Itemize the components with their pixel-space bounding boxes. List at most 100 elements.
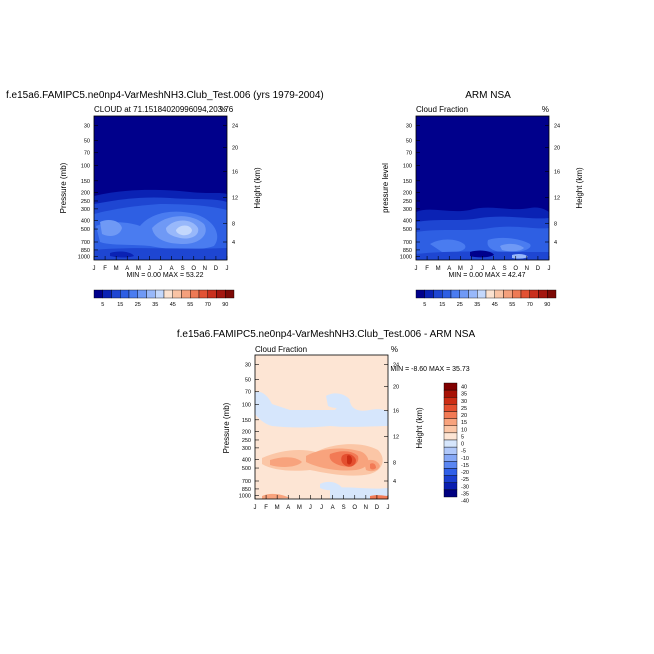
colorbar-swatch <box>443 439 458 448</box>
y-tick-label: 850 <box>403 248 412 254</box>
colorbar-swatch <box>415 289 425 299</box>
y-tick-label: 200 <box>242 429 251 435</box>
colorbar-label: 25 <box>135 302 141 308</box>
x-tick-label: M <box>275 505 280 511</box>
y-tick-label-right: 12 <box>554 195 560 201</box>
colorbar-swatch <box>190 289 200 299</box>
colorbar-swatch <box>443 382 458 391</box>
colorbar-label: -20 <box>461 470 469 476</box>
y-tick-label-right: 16 <box>232 169 238 175</box>
x-tick-label: F <box>103 266 107 272</box>
y-tick-label-right: 12 <box>393 434 399 440</box>
y-tick-label: 700 <box>403 240 412 246</box>
y-tick-label: 500 <box>242 466 251 472</box>
colorbar-label: -40 <box>461 499 469 505</box>
x-tick-label: D <box>375 505 380 511</box>
y-tick-label-right: 16 <box>393 408 399 414</box>
panel-model-units: % <box>220 105 227 114</box>
axes-and-colorbars: J F M A M J J A S O N D J305070100150200250300400500… <box>78 123 560 511</box>
colorbar-label: 25 <box>457 302 463 308</box>
x-tick-label: A <box>170 266 174 272</box>
x-tick-label: M <box>436 266 441 272</box>
y-tick-label: 50 <box>406 138 412 144</box>
colorbar-swatch <box>443 389 458 398</box>
x-tick-label: F <box>264 505 268 511</box>
colorbar-swatch <box>459 289 469 299</box>
colorbar-label: -30 <box>461 484 469 490</box>
y-tick-label: 1000 <box>239 493 251 499</box>
x-tick-label: O <box>513 266 518 272</box>
y-tick-label: 500 <box>403 227 412 233</box>
colorbar-swatch <box>207 289 217 299</box>
colorbar-swatch <box>198 289 208 299</box>
y-tick-label-right: 24 <box>232 123 238 129</box>
colorbar-swatch <box>443 461 458 469</box>
x-tick-label: J <box>254 505 257 511</box>
colorbar-swatch <box>443 482 458 491</box>
colorbar-swatch <box>520 289 530 299</box>
colorbar-swatch <box>547 289 557 299</box>
colorbar-swatch <box>102 289 112 299</box>
colorbar-label: 35 <box>152 302 158 308</box>
y-tick-label: 400 <box>403 218 412 224</box>
x-tick-label: A <box>447 266 451 272</box>
x-tick-label: N <box>203 266 207 272</box>
x-tick-label: M <box>458 266 463 272</box>
x-tick-label: A <box>492 266 496 272</box>
y-tick-label: 500 <box>81 227 90 233</box>
x-tick-label: J <box>226 266 229 272</box>
colorbar-swatch <box>538 289 548 299</box>
colorbar-label: 15 <box>117 302 123 308</box>
y-tick-label: 100 <box>81 164 90 170</box>
colorbar-swatch <box>512 289 522 299</box>
colorbar-swatch <box>443 432 458 441</box>
colorbar-swatch <box>146 289 156 299</box>
x-tick-label: J <box>470 266 473 272</box>
panel-obs-subtitle: Cloud Fraction <box>416 105 468 114</box>
x-tick-label: O <box>191 266 196 272</box>
panel-model: f.e15a6.FAMIPC5.ne0np4-VarMeshNH3.Club_T… <box>6 90 324 279</box>
panel-model-ylabel-right: Height (km) <box>253 167 262 209</box>
panel-obs-units: % <box>542 105 549 114</box>
panel-obs-field <box>416 116 549 260</box>
panel-obs-ylabel-right: Height (km) <box>575 167 584 209</box>
colorbar-swatch <box>443 397 458 405</box>
colorbar-label: 70 <box>205 302 211 308</box>
panel-model-title: f.e15a6.FAMIPC5.ne0np4-VarMeshNH3.Club_T… <box>6 90 324 101</box>
panel-diff-ylabel: Pressure (mb) <box>222 402 231 453</box>
colorbar-label: 20 <box>461 413 467 419</box>
x-tick-label: J <box>387 505 390 511</box>
y-tick-label-right: 4 <box>554 240 557 246</box>
y-tick-label-right: 20 <box>554 146 560 152</box>
y-tick-label: 700 <box>242 479 251 485</box>
colorbar-swatch <box>443 489 458 498</box>
y-tick-label: 200 <box>403 190 412 196</box>
panel-diff-ylabel-right: Height (km) <box>415 407 424 449</box>
y-tick-label: 250 <box>403 199 412 205</box>
x-tick-label: A <box>286 505 290 511</box>
colorbar-label: -35 <box>461 491 469 497</box>
x-tick-label: A <box>125 266 129 272</box>
colorbar-label: 5 <box>461 434 464 440</box>
colorbar-swatch <box>443 454 458 462</box>
panel-model-subtitle: CLOUD at 71.15184020996094,203.76 <box>94 105 234 114</box>
y-tick-label: 1000 <box>78 254 90 260</box>
y-tick-label: 30 <box>245 362 251 368</box>
y-tick-label-right: 24 <box>393 362 399 368</box>
x-tick-label: J <box>548 266 551 272</box>
colorbar-swatch <box>424 289 434 299</box>
x-tick-label: D <box>214 266 219 272</box>
y-tick-label: 100 <box>242 403 251 409</box>
x-tick-label: M <box>297 505 302 511</box>
colorbar-label: 30 <box>461 399 467 405</box>
x-tick-label: M <box>136 266 141 272</box>
colorbar-swatch <box>443 425 458 434</box>
y-tick-label: 150 <box>81 179 90 185</box>
colorbar-label: 55 <box>509 302 515 308</box>
x-tick-label: J <box>320 505 323 511</box>
colorbar-label: 15 <box>461 420 467 426</box>
y-tick-label: 850 <box>81 248 90 254</box>
colorbar-swatch <box>450 289 460 299</box>
x-tick-label: S <box>181 266 185 272</box>
